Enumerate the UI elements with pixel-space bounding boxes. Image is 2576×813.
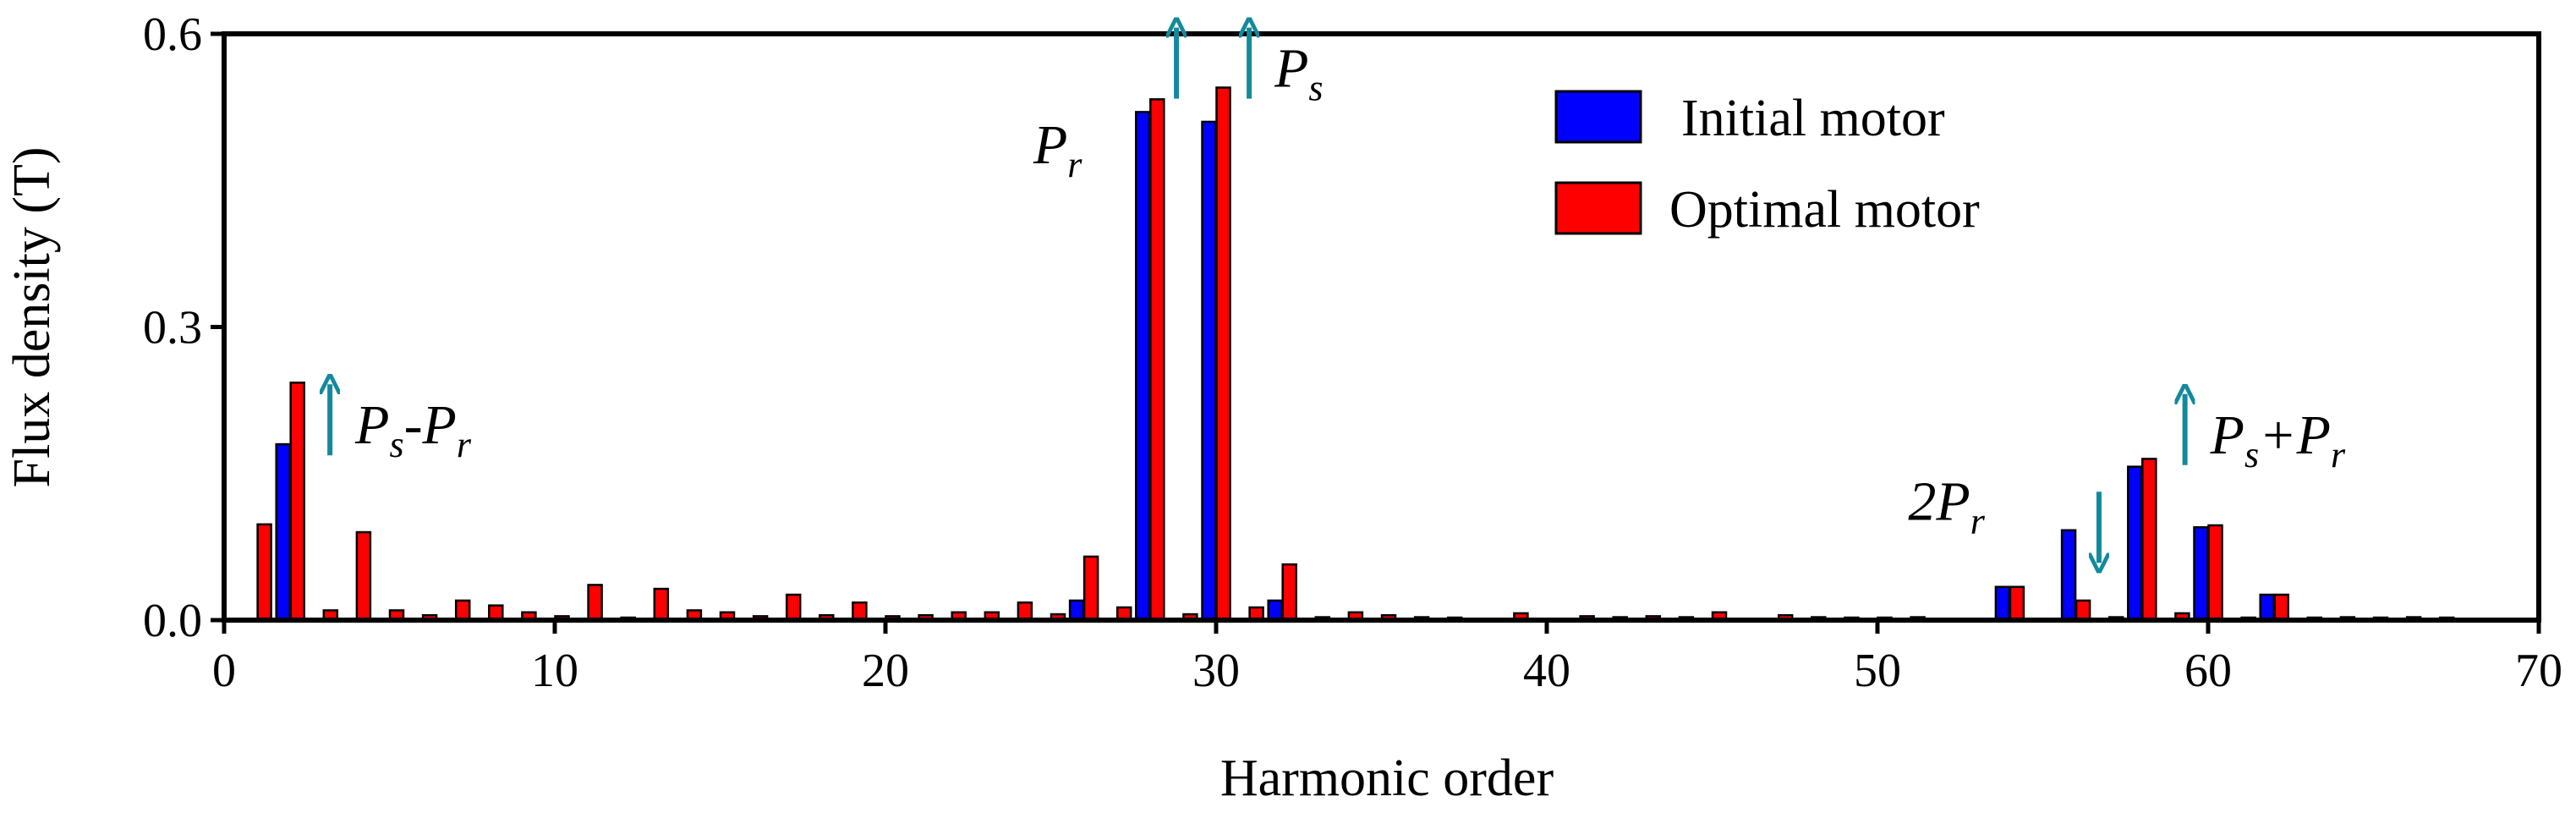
x-tick-label: 30 <box>1192 645 1240 697</box>
initial-motor-bar-h2 <box>275 442 291 622</box>
harmonic-annotation: 2Pr <box>1908 470 1985 541</box>
x-axis-title: Harmonic order <box>1220 750 1554 807</box>
initial-motor-bar-h32 <box>1267 599 1283 622</box>
x-tick-label: 70 <box>2515 645 2562 697</box>
y-tick-label: 0.0 <box>143 595 202 647</box>
optimal-motor-bar-h32 <box>1281 563 1297 622</box>
x-tick-label: 40 <box>1523 645 1570 697</box>
initial-motor-bar-h62 <box>2259 593 2275 622</box>
optimal-motor-bar-h26 <box>1082 555 1099 622</box>
optimal-motor-bar-h17 <box>785 593 802 622</box>
optimal-motor-bar-h54 <box>2009 585 2025 622</box>
initial-motor-bar-h28 <box>1135 111 1151 622</box>
optimal-motor-bar-h28 <box>1149 98 1165 622</box>
initial-motor-bar-h30 <box>1201 120 1217 622</box>
optimal-motor-bar-h11 <box>587 584 603 622</box>
optimal-motor-bar-h58 <box>2141 458 2157 622</box>
optimal-motor-bar-h60 <box>2207 524 2223 622</box>
initial-motor-bar-h60 <box>2193 526 2209 622</box>
optimal-motor-bar-h62 <box>2273 593 2289 622</box>
optimal-motor-bar-h4 <box>355 530 372 622</box>
y-tick-label: 0.6 <box>143 8 202 61</box>
plot-frame <box>222 31 2541 623</box>
annotations-layer: Ps-Pr Pr Ps 2Pr Ps+Pr <box>330 28 2346 563</box>
x-tick-label: 50 <box>1854 645 1901 697</box>
optimal-motor-bar-h19 <box>852 601 868 622</box>
legend-swatch <box>1554 90 1642 144</box>
optimal-motor-bar-h24 <box>1017 601 1033 622</box>
initial-motor-bar-h58 <box>2127 465 2143 622</box>
harmonic-annotation: Ps+Pr <box>2210 404 2346 475</box>
x-tick-label: 10 <box>531 645 578 697</box>
optimal-motor-bar-h1 <box>256 523 272 622</box>
ticks-layer: 0 10 20 30 40 50 60 70 0.0 0.3 0.6 <box>143 8 2562 697</box>
x-tick-label: 60 <box>2184 645 2232 697</box>
initial-motor-bar-h26 <box>1068 599 1085 622</box>
harmonic-annotation: Pr <box>1033 114 1082 185</box>
optimal-motor-bar-h13 <box>653 587 670 622</box>
initial-motor-bar-h56 <box>2060 529 2077 622</box>
optimal-motor-bar-h56 <box>2075 599 2091 622</box>
legend-swatch <box>1554 181 1642 235</box>
legend-label: Initial motor <box>1681 90 1945 147</box>
y-tick-label: 0.3 <box>143 302 202 354</box>
optimal-motor-bar-h7 <box>454 599 471 622</box>
optimal-motor-bar-h30 <box>1215 86 1231 622</box>
bars-layer <box>256 86 2455 622</box>
initial-motor-bar-h54 <box>1994 585 2011 622</box>
legend-label: Optimal motor <box>1669 181 1980 239</box>
harmonic-annotation: Ps-Pr <box>354 394 472 465</box>
harmonic-annotation: Ps <box>1274 38 1323 109</box>
y-axis-title: Flux density (T) <box>3 147 61 488</box>
x-tick-label: 0 <box>212 645 236 697</box>
x-tick-label: 20 <box>862 645 909 697</box>
optimal-motor-bar-h2 <box>289 382 305 622</box>
legend: Initial motor Optimal motor <box>1554 90 1980 239</box>
